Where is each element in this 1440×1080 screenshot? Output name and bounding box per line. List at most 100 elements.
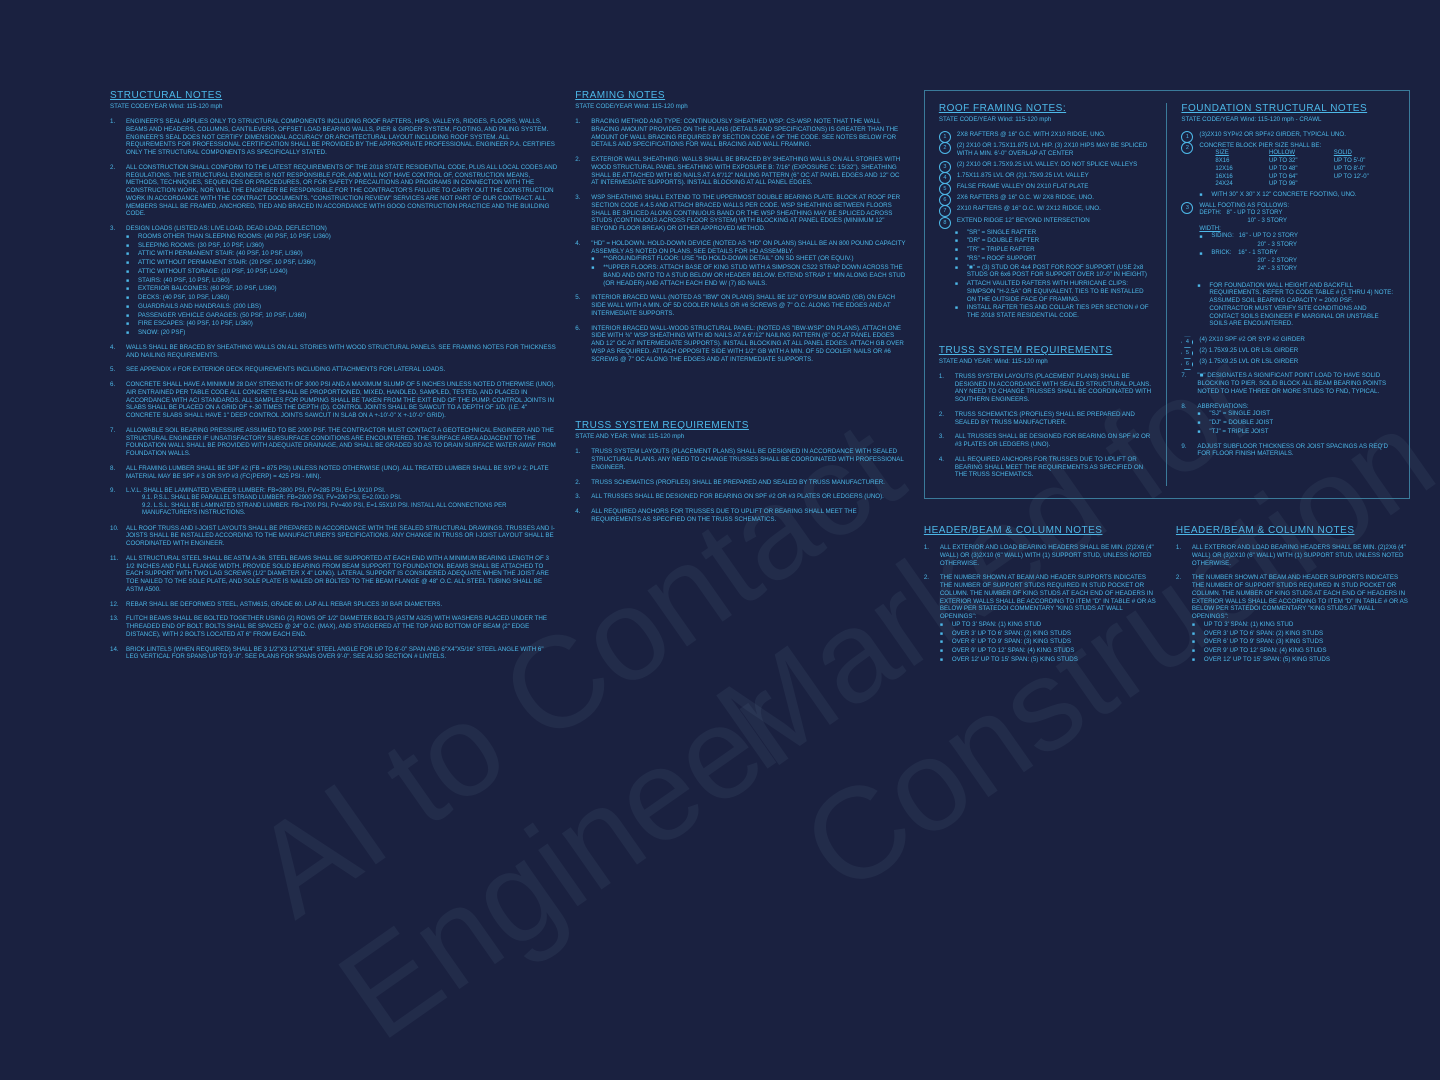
list-item: OVER 6' UP TO 9' SPAN: (3) KING STUDS [1192,638,1410,646]
foundation-box: FOUNDATION STRUCTURAL NOTES STATE CODE/Y… [1166,103,1395,486]
framing-title: FRAMING NOTES [575,90,906,101]
list-item: "SJ" = SINGLE JOIST [1197,410,1395,418]
list-item: SNOW: (20 PSF) [126,329,557,337]
structural-item: WALLS SHALL BE BRACED BY SHEATHING WALLS… [110,344,557,360]
list-item: OVER 12' UP TO 15' SPAN: (5) KING STUDS [940,656,1158,664]
list-item: TRUSS SYSTEM LAYOUTS (PLACEMENT PLANS) S… [575,448,906,471]
list-item: ATTIC WITHOUT STORAGE: (10 PSF, 10 PSF, … [126,268,557,276]
structural-item: ALL CONSTRUCTION SHALL CONFORM TO THE LA… [110,164,557,218]
list-item: FALSE FRAME VALLEY ON 2x10 FLAT PLATE [939,183,1153,191]
header-beam-col-2: HEADER/BEAM & COLUMN NOTES ALL EXTERIOR … [1176,525,1410,671]
list-item: (4) 2x10 SPF #2 OR SYP #2 GIRDER [1181,336,1395,344]
king-studs-list: UP TO 3' SPAN: (1) KING STUDOVER 3' UP T… [940,621,1158,664]
list-item: ATTIC WITHOUT PERMANENT STAIR: (20 PSF, … [126,259,557,267]
list-item: OVER 9' UP TO 12' SPAN: (4) KING STUDS [1192,647,1410,655]
framing-item: INTERIOR BRACED WALL-WOOD STRUCTURAL PAN… [575,325,906,364]
list-item: ALL TRUSSES SHALL BE DESIGNED FOR BEARIN… [939,433,1153,449]
list-item: 2x6 RAFTERS @ 16" O.C. W/ 2x8 RIDGE, UNO… [939,194,1153,202]
structural-item: DESIGN LOADS (LISTED AS: LIVE LOAD, DEAD… [110,225,557,337]
list-item: OVER 9' UP TO 12' SPAN: (4) KING STUDS [940,647,1158,655]
header-item: THE NUMBER SHOWN AT BEAM AND HEADER SUPP… [924,574,1158,663]
list-item: EXTERIOR BALCONIES: (60 PSF, 10 PSF, L/3… [126,285,557,293]
truss-box-subtitle: STATE AND YEAR: Wind: 115-120 mph [939,358,1153,365]
foundation-circled: (3)2x10 SYP#2 OR SPF#2 GIRDER, TYPICAL U… [1181,131,1395,274]
roof-legend: "SR" = SINGLE RAFTER"DR" = DOUBLE RAFTER… [939,229,1153,320]
truss-title: TRUSS SYSTEM REQUIREMENTS [575,420,906,431]
top-box: ROOF FRAMING NOTES: STATE CODE/YEAR Wind… [924,90,1410,499]
list-item: OVER 12' UP TO 15' SPAN: (5) KING STUDS [1192,656,1410,664]
structural-item: BRICK LINTELS (WHEN REQUIRED) SHALL BE 3… [110,646,557,662]
list-item: 1.75x11.875 LVL OR (2)1.75x9.25 LVL VALL… [939,172,1153,180]
list-item: ROOMS OTHER THAN SLEEPING ROOMS: (40 PSF… [126,233,557,241]
list-item: "TR" = TRIPLE RAFTER [955,246,1153,254]
list-item: "DJ" = DOUBLE JOIST [1197,419,1395,427]
list-item: ATTACH VAULTED RAFTERS WITH HURRICANE CL… [955,280,1153,303]
foundation-hex: (4) 2x10 SPF #2 OR SYP #2 GIRDER (2) 1.75… [1181,336,1395,366]
header-title-2: HEADER/BEAM & COLUMN NOTES [1176,525,1410,536]
header-item: ALL EXTERIOR AND LOAD BEARING HEADERS SH… [1176,544,1410,567]
list-item: UP TO 3' SPAN: (1) KING STUD [940,621,1158,629]
structural-item: SEE APPENDIX # FOR EXTERIOR DECK REQUIRE… [110,366,557,374]
foundation-item: WALL FOOTING AS FOLLOWS: DEPTH: 8" - UP … [1181,202,1395,274]
list-item: FOR FOUNDATION WALL HEIGHT AND BACKFILL … [1197,282,1395,329]
list-item: "SR" = SINGLE RAFTER [955,229,1153,237]
foundation-title: FOUNDATION STRUCTURAL NOTES [1181,103,1395,114]
list-item: PASSENGER VEHICLE GARAGES: (50 PSF, 10 P… [126,312,557,320]
list-item: (2) 2x10 OR 1.75x9.25 LVL VALLEY. DO NOT… [939,161,1153,169]
truss-subtitle: STATE AND YEAR: Wind: 115-120 mph [575,433,906,440]
structural-item: ENGINEER'S SEAL APPLIES ONLY TO STRUCTUR… [110,118,557,157]
list-item: "DR" = DOUBLE RAFTER [955,237,1153,245]
list-item: OVER 6' UP TO 9' SPAN: (3) KING STUDS [940,638,1158,646]
list-item: 2x10 RAFTERS @ 16" O.C. W/ 2x12 RIDGE, U… [939,205,1153,213]
foundation-item: CONCRETE BLOCK PIER SIZE SHALL BE: SIZEH… [1181,142,1395,199]
framing-column: FRAMING NOTES STATE CODE/YEAR Wind: 115-… [575,90,906,671]
pier-table: SIZEHOLLOWSOLID8x16UP TO 32"UP TO 5'-0"1… [1199,150,1395,189]
structural-item: ALL FRAMING LUMBER SHALL BE SPF #2 (Fb =… [110,465,557,481]
roof-box: ROOF FRAMING NOTES: STATE CODE/YEAR Wind… [939,103,1153,486]
list-item: "RS" = ROOF SUPPORT [955,255,1153,263]
roof-subtitle: STATE CODE/YEAR Wind: 115-120 mph [939,116,1153,123]
framing-sub: **GROUND/FIRST FLOOR: USE "HD HOLD-DOWN … [591,255,906,287]
truss-list: TRUSS SYSTEM LAYOUTS (PLACEMENT PLANS) S… [575,448,906,523]
truss-box-title: TRUSS SYSTEM REQUIREMENTS [939,345,1153,356]
structural-title: STRUCTURAL NOTES [110,90,557,101]
foundation-item: ADJUST SUBFLOOR THICKNESS OR JOIST SPACI… [1181,443,1395,459]
list-item: INSTALL RAFTER TIES AND COLLAR TIES PER … [955,304,1153,320]
framing-item: "HD" = HOLDOWN. HOLD-DOWN DEVICE (NOTED … [575,240,906,288]
framing-item: EXTERIOR WALL SHEATHING: WALLS SHALL BE … [575,156,906,187]
header-list: ALL EXTERIOR AND LOAD BEARING HEADERS SH… [924,544,1158,664]
list-item: "TJ" = TRIPLE JOIST [1197,428,1395,436]
foundation-more: "■" DESIGNATES A SIGNIFICANT POINT LOAD … [1181,372,1395,458]
list-item: (2) 1.75x9.25 LVL OR LSL GIRDER [1181,347,1395,355]
right-column: ROOF FRAMING NOTES: STATE CODE/YEAR Wind… [924,90,1410,671]
list-item: 2x8 RAFTERS @ 16" O.C. WITH 2x10 RIDGE, … [939,131,1153,139]
list-item: DECKS: (40 PSF, 10 PSF, L/360) [126,294,557,302]
list-item: UP TO 3' SPAN: (1) KING STUD [1192,621,1410,629]
header-title: HEADER/BEAM & COLUMN NOTES [924,525,1158,536]
list-item: ALL TRUSSES SHALL BE DESIGNED FOR BEARIN… [575,493,906,501]
page: STRUCTURAL NOTES STATE CODE/YEAR Wind: 1… [0,0,1440,691]
foundation-item: "■" DESIGNATES A SIGNIFICANT POINT LOAD … [1181,372,1395,395]
foundation-item: ABBREVIATIONS: "SJ" = SINGLE JOIST"DJ" =… [1181,403,1395,436]
roof-title: ROOF FRAMING NOTES: [939,103,1153,114]
framing-item: INTERIOR BRACED WALL (NOTED AS "IBW" ON … [575,294,906,317]
list-item: STAIRS: (40 PSF, 10 PSF, L/360) [126,277,557,285]
list-item: TRUSS SYSTEM LAYOUTS (PLACEMENT PLANS) S… [939,373,1153,404]
header-beam-row: HEADER/BEAM & COLUMN NOTES ALL EXTERIOR … [924,525,1410,671]
list-item: (2) 2x10 OR 1.75x11.875 LVL HIP. (3) 2x1… [939,142,1153,158]
framing-list: BRACING METHOD AND TYPE: CONTINUOUSLY SH… [575,118,906,363]
list-item: GUARDRAILS AND HANDRAILS: (200 LBS) [126,303,557,311]
roof-list: 2x8 RAFTERS @ 16" O.C. WITH 2x10 RIDGE, … [939,131,1153,225]
structural-item: ALLOWABLE SOIL BEARING PRESSURE ASSUMED … [110,427,557,458]
list-item: **UPPER FLOORS: ATTACH BASE OF KING STUD… [591,264,906,287]
list-item: (3) 1.75x9.25 LVL OR LSL GIRDER [1181,358,1395,366]
list-item: "■" = (3) STUD OR 4x4 POST FOR ROOF SUPP… [955,264,1153,280]
header-list-2: ALL EXTERIOR AND LOAD BEARING HEADERS SH… [1176,544,1410,664]
structural-subtitle: STATE CODE/YEAR Wind: 115-120 mph [110,103,557,110]
list-item: ALL REQUIRED ANCHORS FOR TRUSSES DUE TO … [939,456,1153,479]
foundation-bullets: FOR FOUNDATION WALL HEIGHT AND BACKFILL … [1197,282,1395,329]
loads-list: ROOMS OTHER THAN SLEEPING ROOMS: (40 PSF… [126,233,557,337]
list-item: TRUSS SCHEMATICS (PROFILES) SHALL BE PRE… [575,479,906,487]
structural-item: ALL ROOF TRUSS AND I-JOIST LAYOUTS SHALL… [110,525,557,548]
list-item: TRUSS SCHEMATICS (PROFILES) SHALL BE PRE… [939,411,1153,427]
